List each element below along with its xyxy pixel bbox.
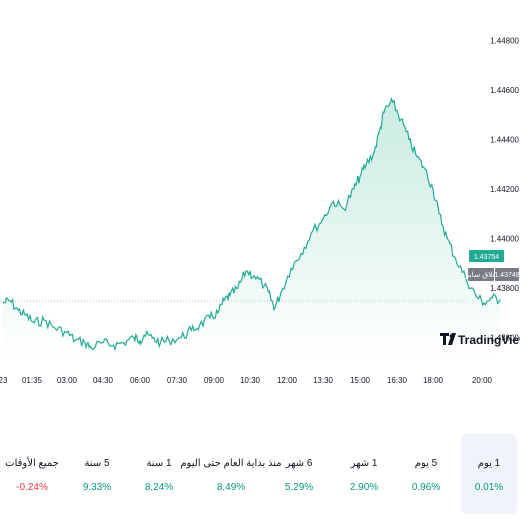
period-tab[interactable]: منذ بداية العام حتى اليوم 8.49%: [180, 434, 281, 514]
period-tab[interactable]: 1 سنة 8.24%: [131, 434, 187, 514]
price-axis-tick: 1.44800: [490, 36, 519, 45]
price-axis-tick: 1.44400: [490, 135, 519, 144]
period-tab[interactable]: 6 شهر 5.29%: [271, 434, 327, 514]
price-axis-tick: 1.44000: [490, 235, 519, 244]
time-axis-tick: 12:00: [277, 376, 298, 385]
period-label: جميع الأوقات: [5, 458, 59, 469]
period-label: 1 يوم: [477, 458, 501, 469]
time-axis-tick: 18:00: [423, 376, 444, 385]
current-price-badge: 1.43754: [469, 250, 504, 262]
time-axis-tick: 20:00: [472, 376, 493, 385]
period-change-value: 2.90%: [349, 482, 379, 493]
period-label: منذ بداية العام حتى اليوم: [180, 458, 282, 469]
time-axis-tick: 07:30: [167, 376, 188, 385]
time-axis-tick: 09:00: [204, 376, 225, 385]
period-change-value: -0.24%: [16, 482, 48, 493]
previous-close-badge: إغلاق سابق 1.43748: [463, 268, 520, 281]
period-tab[interactable]: جميع الأوقات -0.24%: [4, 434, 60, 514]
performance-periods: 1 يوم 0.01% 5 يوم 0.96% 1 شهر 2.90% 6 شهر 5.29%…: [0, 430, 520, 520]
period-change-value: 0.01%: [474, 482, 504, 493]
period-label: 5 سنة: [84, 458, 110, 469]
period-label: 6 شهر: [285, 458, 313, 469]
price-axis-tick: 1.44200: [490, 185, 519, 194]
price-line: [2, 97, 501, 352]
period-tab[interactable]: 1 شهر 2.90%: [336, 434, 392, 514]
price-axis-tick: 1.43800: [490, 284, 519, 293]
time-axis-tick: 10:30: [240, 376, 261, 385]
price-axis-tick: 1.43600: [490, 334, 519, 343]
time-axis-tick: 13:30: [313, 376, 334, 385]
price-area-fill: [3, 98, 501, 361]
tradingview-logo-text: TradingView: [458, 333, 520, 347]
current-price-label: 1.43754: [474, 254, 499, 261]
tradingview-logo-icon: [440, 333, 456, 345]
tradingview-logo[interactable]: TradingView: [440, 333, 520, 347]
price-axis-tick: 1.44600: [490, 86, 519, 95]
period-label: 5 يوم: [414, 458, 438, 469]
time-axis-tick: 23: [0, 376, 8, 385]
period-change-value: 8.24%: [144, 482, 174, 493]
period-change-value: 5.29%: [284, 482, 314, 493]
period-tab[interactable]: 5 سنة 9.33%: [69, 434, 125, 514]
period-change-value: 0.96%: [411, 482, 441, 493]
time-axis-tick: 04:30: [93, 376, 114, 385]
price-chart-svg[interactable]: 1.44800 1.44600 1.44400 1.44200 1.44000 1.438…: [0, 0, 520, 400]
previous-close-price: 1.43748: [494, 272, 519, 279]
time-axis-tick: 15:00: [350, 376, 371, 385]
period-tab[interactable]: 5 يوم 0.96%: [398, 434, 454, 514]
period-tab[interactable]: 1 يوم 0.01%: [461, 434, 517, 514]
time-axis-tick: 03:00: [57, 376, 78, 385]
previous-close-label: إغلاق سابق: [463, 270, 498, 279]
period-label: 1 شهر: [350, 458, 378, 469]
time-axis-tick: 06:00: [130, 376, 151, 385]
time-axis-tick: 16:30: [387, 376, 408, 385]
period-label: 1 سنة: [146, 458, 172, 469]
period-change-value: 8.49%: [216, 482, 246, 493]
period-change-value: 9.33%: [82, 482, 112, 493]
time-axis-tick: 01:35: [22, 376, 43, 385]
price-chart[interactable]: 1.44800 1.44600 1.44400 1.44200 1.44000 1.438…: [0, 0, 520, 400]
